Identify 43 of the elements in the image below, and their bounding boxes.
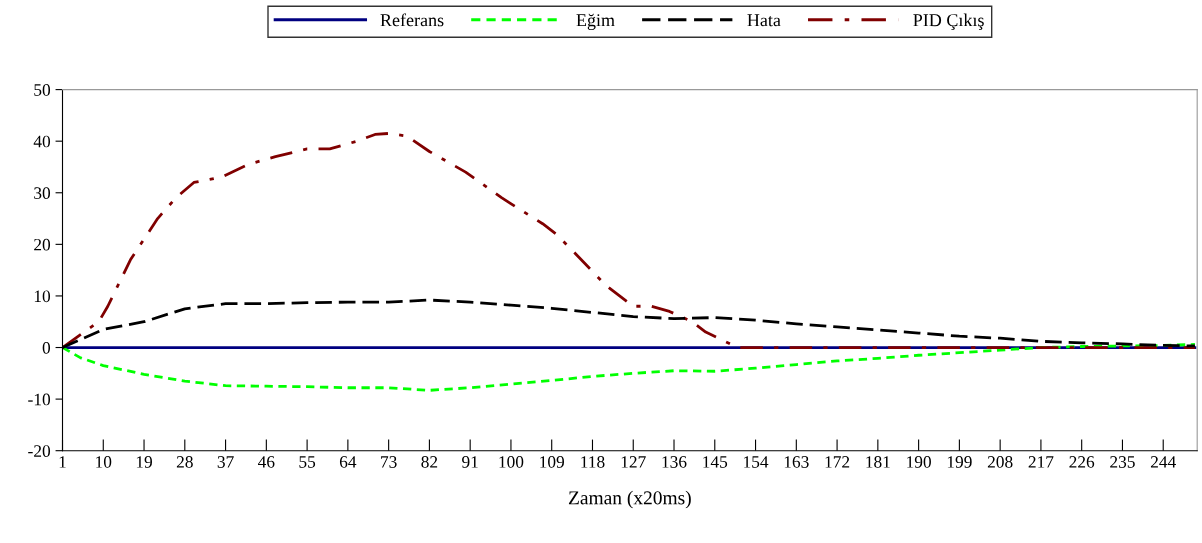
x-axis-title: Zaman (x20ms)	[568, 490, 691, 509]
x-tick-label: 181	[866, 456, 890, 468]
y-tick-label: 50	[34, 84, 51, 96]
x-tick-label: 82	[421, 456, 438, 468]
x-tick-label: 10	[96, 456, 112, 468]
x-tick-label: 37	[217, 456, 234, 468]
x-tick-label: 235	[1110, 456, 1135, 468]
x-tick-label: 217	[1028, 456, 1054, 468]
x-tick-label: 136	[662, 456, 687, 468]
y-tick-label: 20	[34, 238, 51, 251]
x-tick-label: 55	[299, 456, 316, 468]
legend-label: PID Çıkış	[913, 13, 984, 30]
legend-label: Hata	[747, 14, 781, 27]
x-tick-label: 244	[1150, 456, 1176, 468]
x-tick-label: 172	[825, 456, 850, 468]
x-tick-label: 208	[987, 456, 1013, 468]
x-tick-label: 226	[1069, 456, 1095, 468]
y-tick-label: 30	[34, 187, 51, 199]
y-tick-label: -20	[28, 445, 51, 457]
legend-label: Eğim	[576, 13, 615, 31]
x-tick-label: 19	[136, 456, 153, 468]
x-tick-label: 154	[744, 456, 769, 468]
x-tick-label: 1	[59, 456, 66, 468]
x-tick-label: 28	[176, 456, 193, 468]
y-tick-label: 10	[34, 290, 51, 303]
line-series	[62, 132, 1197, 349]
x-tick-label: 163	[784, 456, 809, 468]
x-tick-label: 100	[499, 456, 524, 468]
x-tick-label: 46	[258, 456, 275, 468]
y-tick-label: 0	[42, 342, 51, 354]
x-tick-label: 91	[462, 456, 478, 468]
x-tick-label: 145	[703, 456, 728, 468]
x-tick-label: 64	[339, 456, 357, 468]
x-tick-label: 199	[947, 456, 972, 468]
legend-label: Referans	[380, 13, 444, 27]
x-tick-label: 109	[540, 456, 565, 468]
x-tick-label: 190	[907, 456, 931, 468]
y-tick-label: 40	[33, 135, 51, 148]
x-tick-label: 73	[381, 456, 397, 468]
y-tick-label: -10	[28, 393, 51, 406]
x-tick-label: 127	[621, 456, 646, 468]
line-series	[62, 343, 1197, 392]
x-tick-label: 118	[581, 456, 605, 468]
